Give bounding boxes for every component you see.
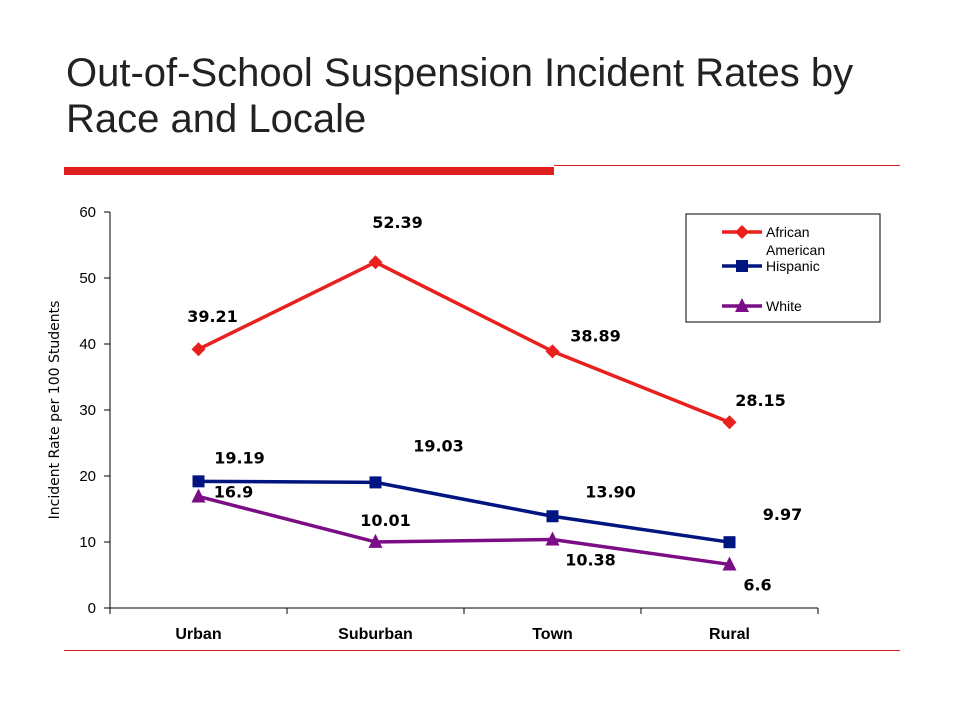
data-point-marker — [368, 255, 383, 270]
data-label: 19.03 — [413, 436, 464, 455]
series-line-2 — [198, 494, 730, 567]
data-point-marker — [191, 488, 206, 503]
data-label: 16.9 — [214, 482, 253, 501]
y-tick-label: 50 — [79, 270, 96, 287]
series-line-0 — [197, 260, 731, 424]
data-label: 10.01 — [360, 511, 411, 530]
data-label: 52.39 — [372, 213, 423, 232]
title-accent-bar — [64, 167, 554, 175]
data-label: 13.90 — [585, 482, 636, 501]
y-tick-label: 40 — [79, 336, 96, 353]
legend-label: Hispanic — [766, 258, 820, 274]
data-label: 19.19 — [214, 448, 265, 467]
data-label: 39.21 — [187, 307, 238, 326]
y-tick-label: 30 — [79, 402, 96, 419]
x-category-label: Town — [532, 626, 573, 643]
x-category-label: Rural — [709, 626, 750, 643]
legend-box — [685, 213, 881, 323]
y-tick-label: 20 — [79, 468, 96, 485]
data-point-marker — [723, 536, 736, 549]
legend-swatch-marker — [735, 225, 749, 239]
data-point-marker — [191, 342, 206, 357]
series-line-1 — [198, 479, 730, 544]
y-tick-label: 0 — [88, 600, 96, 617]
legend-label: White — [766, 298, 802, 314]
x-category-label: Suburban — [338, 626, 413, 643]
data-label: 6.6 — [743, 575, 771, 594]
data-point-marker — [722, 556, 737, 571]
data-point-marker — [368, 533, 383, 548]
title-accent-rule — [554, 165, 900, 166]
footer-rule — [64, 650, 900, 651]
data-point-marker — [546, 510, 559, 523]
data-label: 10.38 — [565, 550, 616, 569]
data-point-marker — [192, 475, 205, 488]
legend-swatch-marker — [736, 260, 748, 272]
data-point-marker — [722, 415, 737, 430]
data-label: 28.15 — [735, 391, 786, 410]
y-tick-label: 60 — [79, 204, 96, 221]
data-point-marker — [545, 344, 560, 359]
legend-label: African American — [766, 224, 825, 258]
y-tick-label: 10 — [79, 534, 96, 551]
data-label: 38.89 — [570, 326, 621, 345]
x-category-label: Urban — [175, 626, 221, 643]
data-label: 9.97 — [763, 505, 802, 524]
y-axis-title: Incident Rate per 100 Students — [47, 301, 63, 520]
slide-title: Out-of-School Suspension Incident Rates … — [66, 51, 854, 141]
legend-swatch-marker — [735, 298, 749, 312]
data-point-marker — [369, 476, 382, 489]
data-point-marker — [545, 531, 560, 546]
